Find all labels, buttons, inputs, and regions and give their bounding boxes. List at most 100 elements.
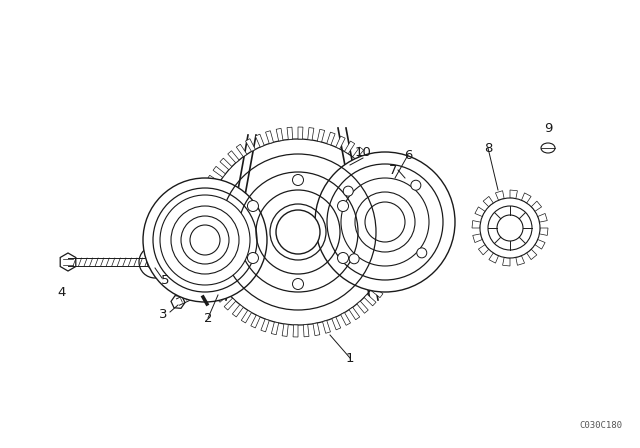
Polygon shape [383, 190, 396, 198]
Circle shape [160, 195, 250, 285]
Polygon shape [475, 207, 485, 216]
Circle shape [153, 188, 257, 292]
Text: 2: 2 [204, 311, 212, 324]
Polygon shape [390, 221, 403, 227]
Text: 7: 7 [388, 164, 397, 177]
Polygon shape [332, 317, 340, 330]
Circle shape [417, 248, 427, 258]
Polygon shape [293, 325, 298, 337]
Circle shape [248, 201, 259, 211]
Polygon shape [527, 249, 537, 259]
Polygon shape [207, 175, 220, 185]
Polygon shape [479, 245, 489, 255]
Circle shape [315, 152, 455, 292]
Polygon shape [473, 234, 483, 242]
Polygon shape [483, 196, 493, 207]
Circle shape [349, 254, 359, 264]
Circle shape [292, 175, 303, 185]
Polygon shape [360, 154, 372, 166]
Polygon shape [298, 127, 303, 139]
Polygon shape [205, 275, 218, 284]
Circle shape [139, 246, 171, 278]
Circle shape [327, 164, 443, 280]
Polygon shape [381, 270, 394, 279]
Polygon shape [202, 185, 215, 194]
Polygon shape [336, 136, 345, 149]
Text: 8: 8 [484, 142, 492, 155]
Polygon shape [241, 310, 252, 323]
Polygon shape [211, 283, 223, 294]
Polygon shape [196, 257, 209, 264]
Polygon shape [371, 287, 383, 297]
Polygon shape [540, 228, 548, 235]
Polygon shape [198, 195, 211, 203]
Circle shape [343, 186, 353, 196]
Circle shape [337, 253, 349, 263]
Polygon shape [236, 144, 247, 157]
Circle shape [480, 198, 540, 258]
Polygon shape [353, 147, 364, 159]
Polygon shape [378, 180, 391, 190]
Text: 6: 6 [404, 148, 412, 161]
Polygon shape [266, 131, 273, 143]
Text: 10: 10 [355, 146, 371, 159]
Polygon shape [282, 324, 288, 336]
Polygon shape [232, 305, 243, 317]
Polygon shape [535, 240, 545, 249]
Polygon shape [261, 319, 269, 332]
Polygon shape [516, 256, 525, 265]
Circle shape [292, 279, 303, 289]
Polygon shape [340, 313, 351, 325]
Polygon shape [489, 253, 499, 263]
Polygon shape [171, 296, 185, 308]
Polygon shape [195, 205, 208, 213]
Polygon shape [60, 253, 76, 271]
Polygon shape [271, 322, 278, 335]
Polygon shape [531, 201, 541, 211]
Polygon shape [538, 213, 547, 222]
Circle shape [497, 215, 523, 241]
Polygon shape [522, 193, 531, 203]
Polygon shape [251, 315, 260, 328]
Polygon shape [472, 220, 481, 228]
Circle shape [143, 178, 267, 302]
Polygon shape [313, 323, 320, 336]
Circle shape [248, 253, 259, 263]
Circle shape [488, 206, 532, 250]
Polygon shape [193, 227, 205, 232]
Polygon shape [344, 141, 355, 154]
Polygon shape [220, 158, 232, 170]
Polygon shape [193, 216, 206, 222]
Polygon shape [200, 266, 213, 275]
Polygon shape [389, 210, 402, 217]
Polygon shape [390, 242, 403, 248]
Polygon shape [308, 128, 314, 140]
Polygon shape [323, 320, 330, 333]
Polygon shape [373, 170, 386, 181]
Polygon shape [510, 190, 517, 198]
Polygon shape [387, 199, 399, 207]
Polygon shape [391, 232, 403, 237]
Polygon shape [367, 162, 380, 173]
Polygon shape [388, 251, 401, 258]
Polygon shape [376, 279, 389, 289]
Polygon shape [228, 151, 239, 163]
Polygon shape [317, 129, 324, 142]
Polygon shape [217, 291, 229, 302]
Polygon shape [195, 247, 207, 254]
Polygon shape [213, 166, 225, 177]
Text: 5: 5 [161, 273, 169, 287]
Polygon shape [255, 134, 264, 147]
Polygon shape [357, 301, 368, 313]
Polygon shape [276, 129, 283, 141]
Text: 9: 9 [544, 121, 552, 134]
Polygon shape [385, 261, 398, 269]
Polygon shape [502, 258, 510, 266]
Circle shape [147, 254, 163, 270]
Circle shape [411, 180, 421, 190]
Polygon shape [495, 191, 504, 200]
Polygon shape [246, 139, 255, 151]
Polygon shape [349, 307, 360, 320]
Text: 1: 1 [346, 352, 355, 365]
Polygon shape [287, 127, 292, 139]
